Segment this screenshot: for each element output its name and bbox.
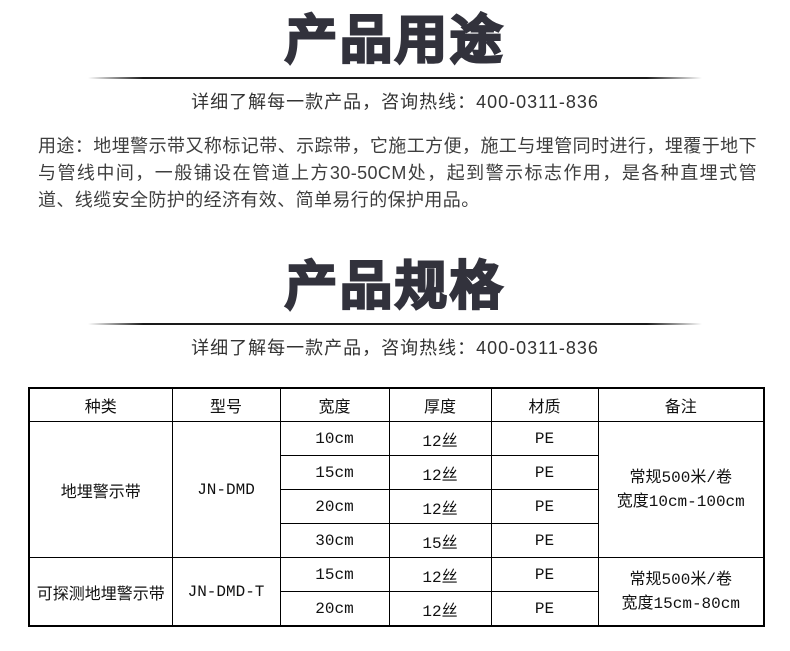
col-header-note: 备注	[597, 387, 765, 422]
usage-paragraph: 用途：地埋警示带又称标记带、示踪带，它施工方便，施工与埋管同时进行，埋覆于地下与…	[38, 136, 757, 210]
product-usage-section: 产品用途 详细了解每一款产品，咨询热线：400-0311-836 用途：地埋警示…	[0, 0, 790, 214]
usage-title-divider	[88, 77, 702, 79]
width-cell: 20cm	[279, 489, 390, 524]
note-line-2: 宽度15cm-80cm	[621, 594, 740, 613]
usage-section-title: 产品用途	[284, 11, 505, 71]
model-cell: JN-DMD-T	[171, 557, 281, 627]
table-row: 15cm 12丝 PE	[29, 455, 764, 490]
usage-section-subtitle: 详细了解每一款产品，咨询热线：400-0311-836	[191, 92, 599, 112]
table-header-row: 种类 型号 宽度 厚度 材质 备注	[28, 387, 765, 422]
table-row: 地埋警示带 JN-DMD 10cm 12丝 PE 常规500米/卷 宽度10cm…	[28, 421, 765, 558]
width-cell: 30cm	[279, 523, 390, 558]
spec-title-divider	[88, 323, 702, 325]
material-cell: PE	[490, 523, 599, 558]
width-cell: 15cm	[279, 455, 390, 490]
table-row: 20cm 12丝 PE	[29, 591, 764, 627]
note-line-1: 常规500米/卷	[629, 468, 732, 487]
note-cell: 常规500米/卷 宽度10cm-100cm	[597, 421, 765, 558]
material-cell: PE	[490, 455, 599, 490]
width-cell: 20cm	[279, 591, 390, 627]
table-row: 可探测地埋警示带 JN-DMD-T 15cm 12丝 PE 常规500米/卷 宽…	[28, 557, 765, 627]
col-header-thickness: 厚度	[388, 387, 492, 422]
material-cell: PE	[490, 421, 599, 456]
thickness-cell: 12丝	[388, 557, 492, 592]
thickness-cell: 15丝	[388, 523, 492, 558]
table-row: 20cm 12丝 PE	[29, 489, 764, 524]
col-header-type: 种类	[28, 387, 173, 422]
col-header-model: 型号	[171, 387, 281, 422]
thickness-cell: 12丝	[388, 489, 492, 524]
width-cell: 15cm	[279, 557, 390, 592]
type-cell: 地埋警示带	[28, 421, 173, 558]
material-cell: PE	[490, 557, 599, 592]
type-cell: 可探测地埋警示带	[28, 557, 173, 627]
material-cell: PE	[490, 489, 599, 524]
material-cell: PE	[490, 591, 599, 627]
note-line-2: 宽度10cm-100cm	[616, 492, 745, 511]
page-root: 产品用途 详细了解每一款产品，咨询热线：400-0311-836 用途：地埋警示…	[0, 0, 790, 627]
col-header-material: 材质	[490, 387, 599, 422]
product-spec-section: 产品规格 详细了解每一款产品，咨询热线：400-0311-836 种类 型号 宽…	[0, 214, 790, 627]
spec-section-subtitle: 详细了解每一款产品，咨询热线：400-0311-836	[191, 338, 599, 358]
thickness-cell: 12丝	[388, 591, 492, 627]
thickness-cell: 12丝	[388, 455, 492, 490]
table-row: 30cm 15丝 PE	[29, 523, 764, 558]
width-cell: 10cm	[279, 421, 390, 456]
col-header-width: 宽度	[279, 387, 390, 422]
thickness-cell: 12丝	[388, 421, 492, 456]
note-line-1: 常规500米/卷	[629, 570, 732, 589]
note-cell: 常规500米/卷 宽度15cm-80cm	[597, 557, 765, 627]
spec-table: 种类 型号 宽度 厚度 材质 备注 地埋警示带 JN-DMD 10cm 12丝 …	[28, 387, 765, 627]
model-cell: JN-DMD	[171, 421, 281, 558]
spec-section-title: 产品规格	[284, 257, 505, 317]
